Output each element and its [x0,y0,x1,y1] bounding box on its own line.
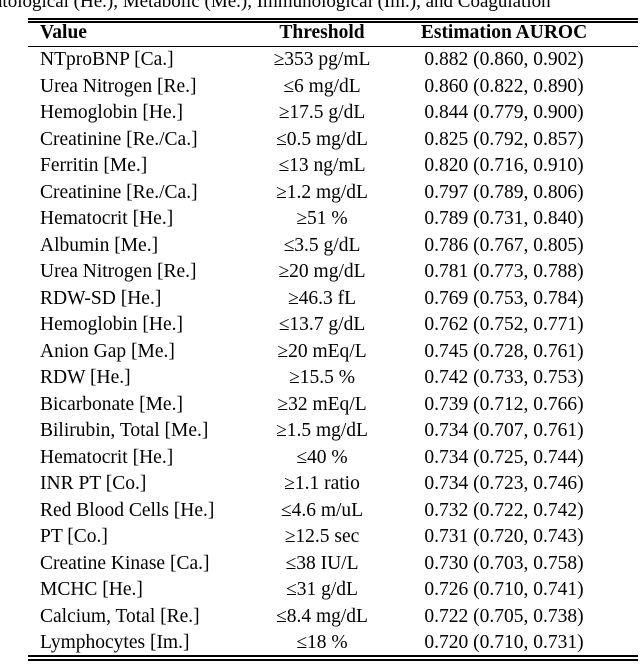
table-cell: ≥353 pg/mL [273,49,371,70]
column-header: Threshold [279,22,365,43]
caption: atological (He.), Metabolic (Me.), Immun… [0,0,551,12]
table-cell: 0.734 (0.723, 0.746) [424,473,584,494]
table-cell: 0.742 (0.733, 0.753) [424,367,584,388]
table-cell: 0.762 (0.752, 0.771) [424,314,584,335]
table-cell: 0.732 (0.722, 0.742) [424,499,584,521]
table-cell: RDW-SD [He.] [40,287,162,309]
table-cell: Urea Nitrogen [Re.] [40,261,197,282]
table-cell: ≤40 % [296,446,348,468]
table-cell: Hematocrit [He.] [40,208,174,229]
top-rule [28,18,638,20]
table-cell: Hemoglobin [He.] [40,102,183,123]
table-cell: 0.797 (0.789, 0.806) [424,181,584,203]
table-cell: ≥20 mg/dL [278,261,366,282]
table-cell: ≤4.6 m/uL [280,499,364,521]
table-cell: Red Blood Cells [He.] [40,499,215,521]
table-cell: ≥51 % [296,208,348,229]
table-cell: Hemoglobin [He.] [40,314,183,335]
table-cell: Creatinine [Re./Ca.] [40,128,198,150]
table-cell: Lymphocytes [Im.] [40,632,190,653]
table-cell: 0.731 (0.720, 0.743) [424,526,584,547]
table-cell: ≤8.4 mg/dL [276,605,368,627]
column-header: Value [40,22,87,43]
column-header: Estimation AUROC [420,22,588,43]
table-cell: 0.860 (0.822, 0.890) [424,75,584,97]
table-cell: MCHC [He.] [40,579,143,600]
table-cell: Calcium, Total [Re.] [40,605,200,627]
table-cell: ≤13 ng/mL [278,155,366,176]
table-cell: ≥32 mEq/L [277,393,367,415]
table-cell: ≥20 mEq/L [277,340,367,362]
top-rule [28,21,638,23]
table-cell: 0.722 (0.705, 0.738) [424,605,584,627]
table-cell: ≥17.5 g/dL [278,102,366,123]
table-cell: ≥12.5 sec [284,526,360,547]
table-cell: 0.789 (0.731, 0.840) [424,208,584,229]
table-cell: INR PT [Co.] [40,473,147,494]
table-cell: ≤0.5 mg/dL [276,128,368,150]
bottom-rule [28,659,638,661]
table-cell: NTproBNP [Ca.] [40,49,174,70]
table-cell: 0.734 (0.707, 0.761) [424,420,584,441]
table-cell: ≥15.5 % [289,367,355,388]
table-cell: ≤3.5 g/dL [283,234,361,256]
table-cell: ≥1.2 mg/dL [276,181,368,203]
table-cell: ≥1.1 ratio [284,473,360,494]
table-cell: PT [Co.] [40,526,108,547]
table-cell: ≤31 g/dL [286,579,358,600]
table-cell: 0.739 (0.712, 0.766) [424,393,584,415]
bottom-rule [28,655,638,657]
table-cell: 0.882 (0.860, 0.902) [424,49,584,70]
table-cell: 0.730 (0.703, 0.758) [424,552,584,574]
table-cell: RDW [He.] [40,367,131,388]
table-cell: 0.825 (0.792, 0.857) [424,128,584,150]
table-cell: Bilirubin, Total [Me.] [40,420,209,441]
table-cell: 0.786 (0.767, 0.805) [424,234,584,256]
table-cell: ≤6 mg/dL [283,75,361,97]
table-cell: 0.769 (0.753, 0.784) [424,287,584,309]
table-cell: 0.781 (0.773, 0.788) [424,261,584,282]
table-cell: 0.726 (0.710, 0.741) [424,579,584,600]
table-cell: ≤18 % [296,632,348,653]
table-cell: Creatinine [Re./Ca.] [40,181,198,203]
table-cell: 0.734 (0.725, 0.744) [424,446,584,468]
table-cell: Hematocrit [He.] [40,446,174,468]
table-cell: Ferritin [Me.] [40,155,148,176]
table-cell: Bicarbonate [Me.] [40,393,183,415]
table-cell: 0.844 (0.779, 0.900) [424,102,584,123]
table-cell: ≥46.3 fL [287,287,357,309]
table-cell: Albumin [Me.] [40,234,159,256]
table-cell: 0.720 (0.710, 0.731) [424,632,584,653]
table-cell: Creatine Kinase [Ca.] [40,552,210,574]
table-cell: ≤13.7 g/dL [278,314,366,335]
table-cell: 0.820 (0.716, 0.910) [424,155,584,176]
table-cell: ≥1.5 mg/dL [276,420,368,441]
table-cell: Urea Nitrogen [Re.] [40,75,197,97]
table-cell: Anion Gap [Me.] [40,340,175,362]
table-cell: ≤38 IU/L [285,552,359,574]
table-cell: 0.745 (0.728, 0.761) [424,340,584,362]
header-rule [28,46,638,47]
